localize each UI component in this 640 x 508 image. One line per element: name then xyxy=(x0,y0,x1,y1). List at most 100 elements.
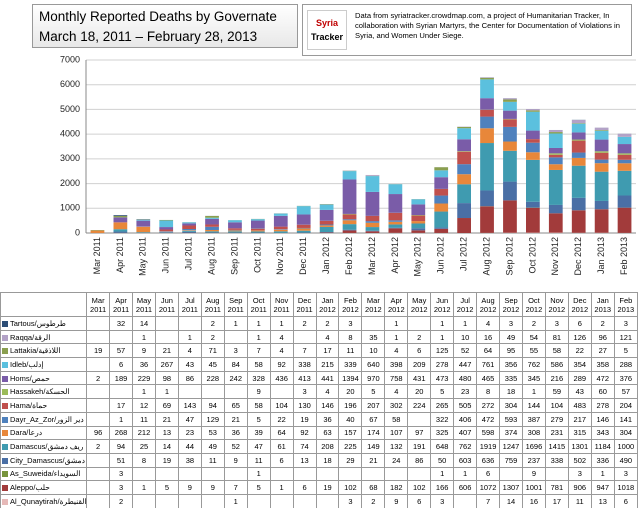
table-cell: 21 xyxy=(154,343,179,359)
bar-segment xyxy=(594,152,609,160)
table-row: Damascus/ريف دمشق 2 94 25 14 44 49 52 47 61 74 208 2… xyxy=(0,439,639,454)
table-cell: 3 xyxy=(499,316,523,331)
table-cell: 49 xyxy=(200,439,225,454)
bar-segment xyxy=(365,221,380,223)
table-cell xyxy=(154,493,179,508)
table-cell: 1 xyxy=(453,466,478,482)
table-cell: 1 xyxy=(590,466,615,482)
table-cell: 58 xyxy=(246,398,271,413)
table-cell: 1 xyxy=(154,384,179,400)
table-cell: 68 xyxy=(361,480,386,495)
logo-text: Syria xyxy=(315,18,339,28)
bar-segment xyxy=(411,215,426,222)
y-tick-label: 1000 xyxy=(60,203,80,213)
table-cell: 5 xyxy=(361,384,386,400)
table-cell xyxy=(86,384,111,400)
table-cell: 143 xyxy=(177,398,202,413)
bar-segment xyxy=(228,229,242,231)
table-cell: 97 xyxy=(407,425,432,441)
table-cell: 758 xyxy=(384,370,409,386)
legend-swatch xyxy=(2,416,8,423)
table-cell: 1 xyxy=(246,329,271,345)
legend-cell: Homs/حمص xyxy=(0,370,88,386)
table-cell: 55 xyxy=(521,343,546,359)
header-cell: Aug 2012 xyxy=(476,292,501,317)
legend-cell: Raqqa/الرقة xyxy=(0,329,88,345)
table-cell: 1 xyxy=(132,384,156,400)
table-cell: 354 xyxy=(567,357,592,372)
table-cell: 1394 xyxy=(338,370,363,386)
table-cell: 189 xyxy=(109,370,134,386)
x-tick-label: Jul 2011 xyxy=(184,237,194,270)
table-cell: 43 xyxy=(567,384,592,400)
table-row: As_Suweida/السويداء 3 1 1 1 6 9 3 1 3 xyxy=(0,466,639,482)
bar-segment xyxy=(480,116,494,129)
bar-segment xyxy=(526,139,540,143)
bar-segment xyxy=(503,181,517,201)
bar-segment xyxy=(251,231,265,233)
table-cell: 107 xyxy=(384,425,409,441)
bar-segment xyxy=(480,79,494,99)
table-cell: 24 xyxy=(384,452,409,468)
table-cell: 2 xyxy=(86,439,111,454)
table-cell: 50 xyxy=(430,452,455,468)
title-box: Monthly Reported Deaths by Governate Mar… xyxy=(32,4,298,48)
table-cell: 36 xyxy=(132,357,156,372)
bar-segment xyxy=(571,120,586,124)
x-tick-label: Jan 2012 xyxy=(321,237,331,274)
table-cell: 102 xyxy=(338,480,363,495)
table-cell xyxy=(292,466,317,482)
table-cell: 36 xyxy=(223,425,248,441)
table-cell xyxy=(269,466,294,482)
table-cell: 3 xyxy=(109,466,134,482)
table-cell: 1184 xyxy=(590,439,615,454)
table-cell: 345 xyxy=(521,370,546,386)
table-cell: 3 xyxy=(109,480,134,495)
table-cell: 94 xyxy=(200,398,225,413)
bar-segment xyxy=(205,224,219,227)
bar-segment xyxy=(526,142,540,153)
legend-cell: Aleppo/حلب xyxy=(0,480,88,495)
table-cell: 13 xyxy=(292,452,317,468)
bar-segment xyxy=(411,223,426,229)
header-cell: Feb 2012 xyxy=(338,292,363,317)
legend-label: Idleb/إدلب xyxy=(10,359,44,369)
table-cell: 322 xyxy=(430,411,455,427)
table-cell: 81 xyxy=(544,329,569,345)
table-cell xyxy=(407,466,432,482)
table-cell: 490 xyxy=(613,452,639,468)
bar-segment xyxy=(182,231,196,233)
table-cell: 19 xyxy=(315,480,340,495)
table-cell: 17 xyxy=(315,343,340,359)
x-tick-label: Feb 2012 xyxy=(344,237,354,275)
table-cell: 21 xyxy=(223,411,248,427)
table-header: Mar 2011 Apr 2011 May 2011 Jun 2011 Jul 2011… xyxy=(0,292,639,317)
table-cell: 58 xyxy=(544,343,569,359)
bar-segment xyxy=(182,225,196,230)
bar-segment xyxy=(388,212,403,221)
legend-label: Lattakia/اللاذقية xyxy=(10,346,61,356)
x-tick-label: Feb 2013 xyxy=(619,237,629,275)
legend-cell: Al_Qunaytirah/القنيطرة xyxy=(0,493,88,508)
table-cell: 2 xyxy=(109,493,134,508)
bar-segment xyxy=(411,228,426,231)
table-cell: 21 xyxy=(154,411,179,427)
table-cell: 69 xyxy=(154,398,179,413)
bar-segment xyxy=(594,139,609,152)
bar-segment xyxy=(617,195,632,208)
table-cell: 906 xyxy=(567,480,592,495)
table-cell: 3 xyxy=(544,316,569,331)
table-cell: 4 xyxy=(315,384,340,400)
table-cell: 338 xyxy=(292,357,317,372)
header-cell xyxy=(0,292,88,317)
table-cell: 413 xyxy=(292,370,317,386)
table-cell xyxy=(86,329,111,345)
table-cell: 29 xyxy=(338,452,363,468)
bar-segment xyxy=(273,231,288,233)
legend-cell: Dara/درعا xyxy=(0,425,88,441)
table-cell: 4 xyxy=(177,343,202,359)
table-cell: 129 xyxy=(200,411,225,427)
bar-segment xyxy=(548,154,563,158)
table-row: Al_Qunaytirah/القنيطرة 2 1 3 2 9 6 3 7 14 16 17 11 13… xyxy=(0,493,639,508)
x-tick-label: Dec 2011 xyxy=(298,237,308,275)
